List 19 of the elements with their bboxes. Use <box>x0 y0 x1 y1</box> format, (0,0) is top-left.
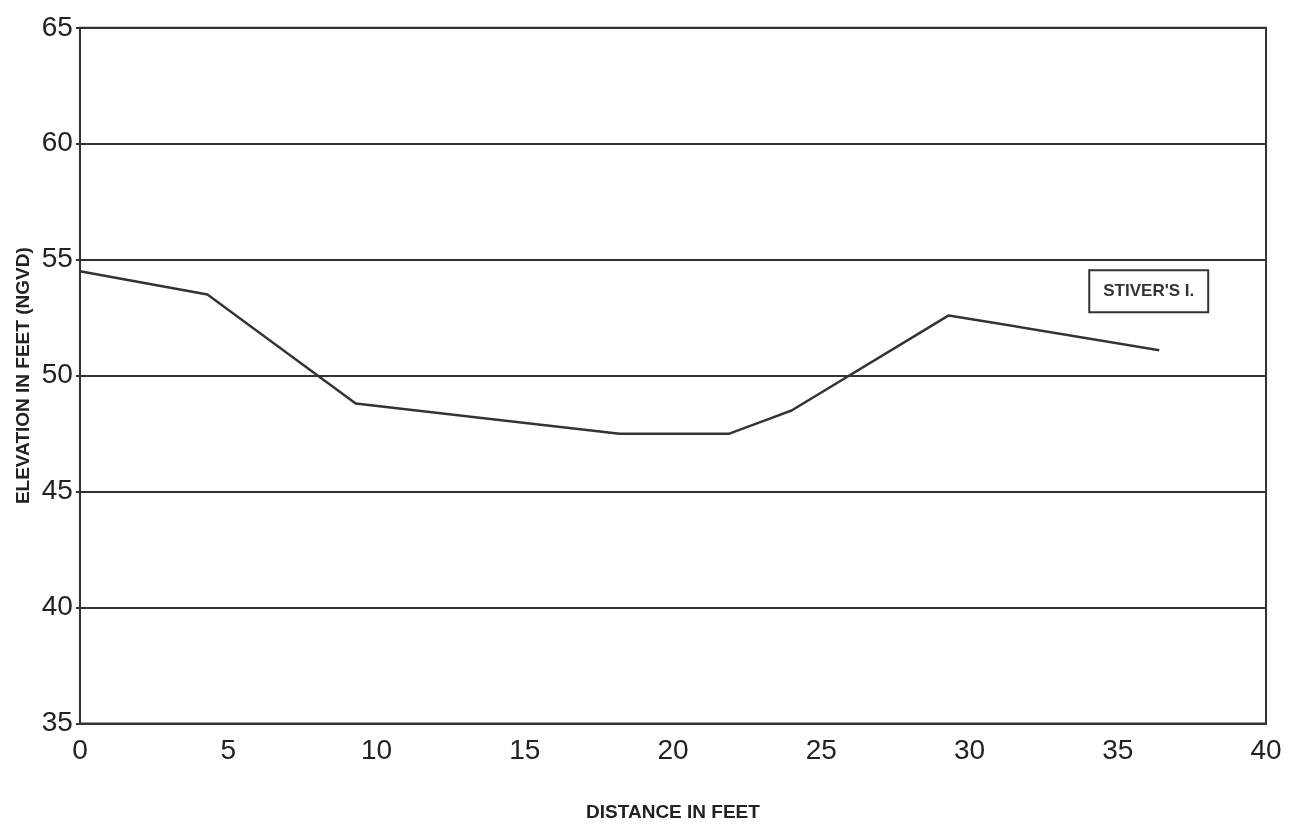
y-tick-label: 60 <box>41 126 73 158</box>
x-tick-label: 35 <box>1102 734 1134 766</box>
y-axis-title: ELEVATION IN FEET (NGVD) <box>11 247 33 505</box>
x-axis-title: DISTANCE IN FEET <box>586 800 761 822</box>
x-tick-label: 15 <box>509 734 541 766</box>
x-tick-label: 40 <box>1250 734 1282 766</box>
x-tick-label: 10 <box>360 734 393 766</box>
y-tick-label: 65 <box>41 10 73 42</box>
y-tick-label: 35 <box>41 706 73 738</box>
y-tick-label: 50 <box>41 358 73 390</box>
y-tick-label: 40 <box>41 590 73 622</box>
x-tick-label: 25 <box>805 734 837 766</box>
y-tick-label: 45 <box>41 474 73 506</box>
x-tick-label: 30 <box>953 734 986 766</box>
x-tick-label: 0 <box>72 734 88 766</box>
x-tick-label: 5 <box>220 734 236 766</box>
text: STIVER'S I. <box>1103 280 1195 300</box>
x-tick-label: 20 <box>657 734 689 766</box>
y-tick-label: 55 <box>41 242 73 274</box>
